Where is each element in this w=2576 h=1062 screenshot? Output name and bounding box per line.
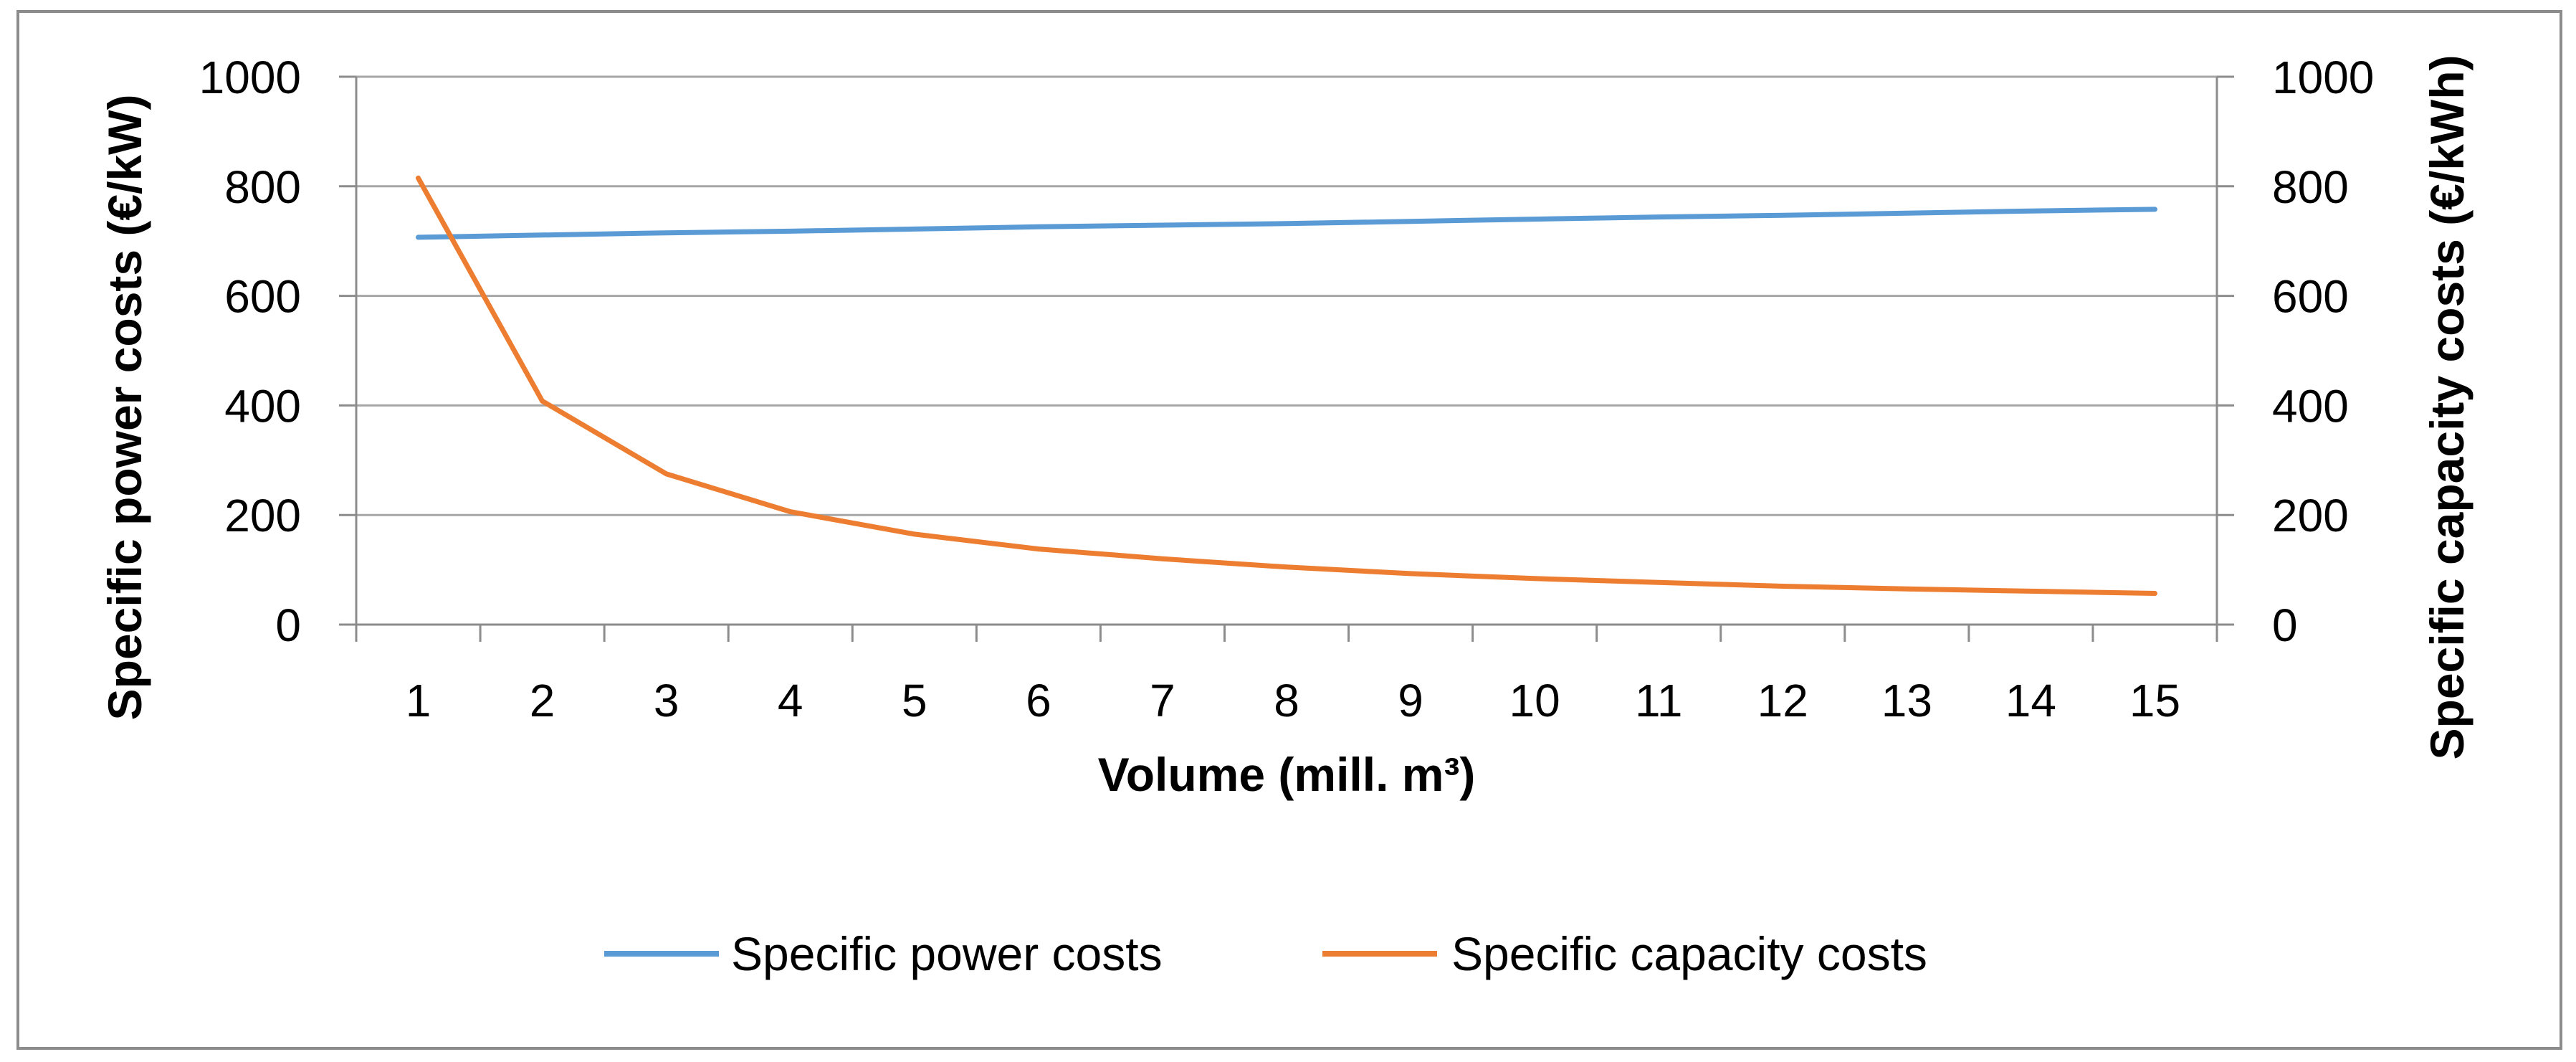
x-tick-label-7: 7	[1150, 675, 1175, 726]
x-tick-label-11: 11	[1635, 675, 1682, 726]
y-left-tick-label-800: 800	[224, 161, 301, 213]
y-right-tick-label-800: 800	[2272, 161, 2349, 213]
axes	[339, 75, 2234, 642]
x-tick-label-10: 10	[1509, 675, 1560, 726]
x-tick-label-13: 13	[1881, 675, 1932, 726]
x-tick-label-6: 6	[1026, 675, 1051, 726]
y-left-tick-label-600: 600	[224, 271, 301, 323]
y-right-tick-label-0: 0	[2272, 599, 2298, 651]
x-tick-label-5: 5	[902, 675, 927, 726]
y-left-tick-label-1000: 1000	[199, 52, 301, 103]
y-left-tick-label-0: 0	[275, 599, 301, 651]
x-tick-label-9: 9	[1398, 675, 1423, 726]
series-line-specific-power-costs	[416, 207, 2157, 240]
legend-label-power: Specific power costs	[731, 927, 1163, 980]
x-tick-label-1: 1	[406, 675, 431, 726]
x-tick-label-2: 2	[530, 675, 555, 726]
y-right-tick-label-600: 600	[2272, 271, 2349, 323]
y-axis-title-right: Specific capacity costs (€/kWh)	[2420, 54, 2474, 759]
y-right-tick-label-1000: 1000	[2272, 52, 2374, 103]
x-tick-label-15: 15	[2129, 675, 2180, 726]
series-lines	[416, 175, 2157, 596]
y-left-tick-label-200: 200	[224, 490, 301, 541]
chart-frame	[16, 10, 2562, 1050]
x-tick-label-12: 12	[1757, 675, 1808, 726]
y-right-tick-label-200: 200	[2272, 490, 2349, 541]
legend-label-capacity: Specific capacity costs	[1451, 927, 1927, 980]
x-tick-label-4: 4	[778, 675, 803, 726]
y-right-tick-label-400: 400	[2272, 380, 2349, 432]
x-tick-label-14: 14	[2005, 675, 2056, 726]
gridlines	[356, 75, 2217, 516]
series-line-specific-capacity-costs	[416, 175, 2157, 596]
x-tick-label-3: 3	[654, 675, 679, 726]
y-left-tick-label-400: 400	[224, 380, 301, 432]
y-axis-title-left: Specific power costs (€/kW)	[98, 95, 151, 721]
x-axis-title: Volume (mill. m³)	[1098, 748, 1476, 801]
legend: Specific power costs Specific capacity c…	[604, 927, 1927, 980]
x-tick-label-8: 8	[1274, 675, 1299, 726]
